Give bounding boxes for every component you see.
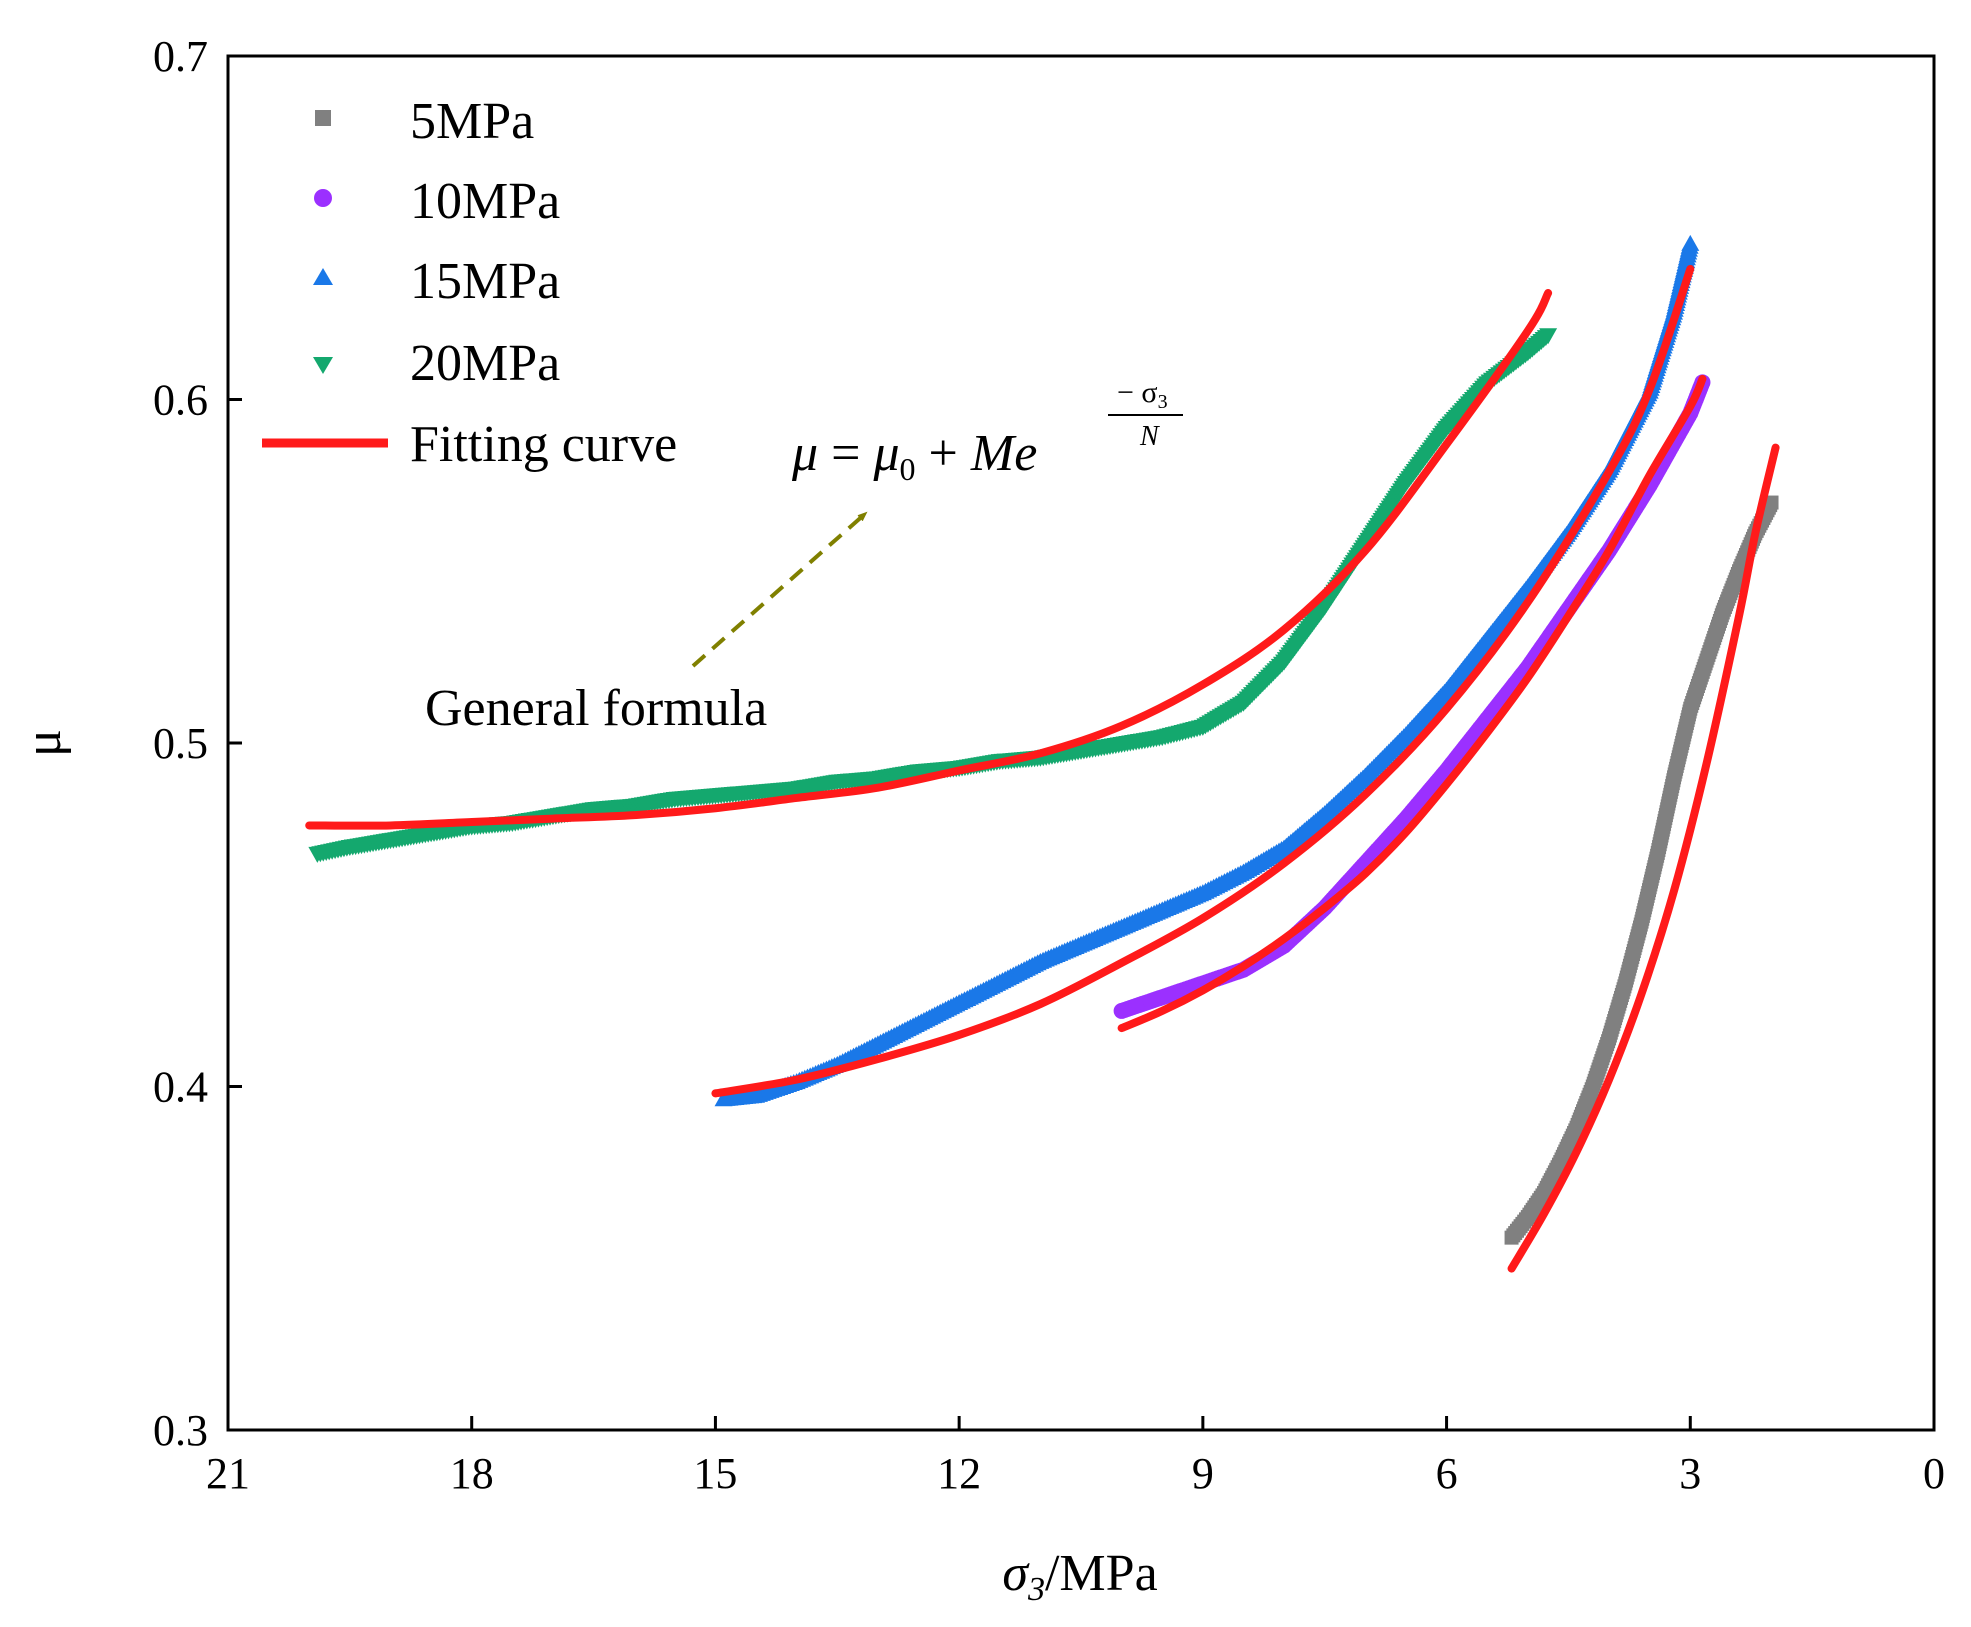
x-axis-title: σ3/MPa <box>1002 1545 1157 1608</box>
x-axis-title-subscript: 3 <box>1027 1571 1045 1608</box>
x-tick-label-3: 3 <box>1679 1449 1701 1498</box>
fit-20MPa-curve <box>305 289 1553 830</box>
legend-label-10mpa: 10MPa <box>410 173 560 230</box>
y-tick-label-0.4: 0.4 <box>153 1063 208 1112</box>
data-point-20MPa <box>1539 328 1558 345</box>
legend-marker-5mpa <box>315 110 331 126</box>
fit-10MPa-curve <box>1117 374 1707 1033</box>
x-tick-label-0: 0 <box>1923 1449 1945 1498</box>
x-axis-title-unit: /MPa <box>1045 1545 1158 1602</box>
formula-Me: Me <box>970 425 1037 482</box>
legend: 5MPa 10MPa 15MPa 20MPa Fitting curve <box>262 93 677 473</box>
formula-plus: + <box>916 425 971 482</box>
y-axis: 0.3 0.4 0.5 0.6 0.7 <box>153 32 242 1455</box>
x-axis-title-symbol: σ <box>1002 1545 1030 1602</box>
formula-eq: = <box>818 425 873 482</box>
y-tick-label-0.5: 0.5 <box>153 719 208 768</box>
x-tick-label-12: 12 <box>937 1449 981 1498</box>
annotation-general-formula: General formula <box>425 680 767 737</box>
legend-label-15mpa: 15MPa <box>410 253 560 310</box>
data-point-15MPa <box>1681 234 1700 251</box>
x-tick-label-18: 18 <box>450 1449 494 1498</box>
y-axis-title: μ <box>15 729 72 757</box>
legend-label-5mpa: 5MPa <box>410 93 534 150</box>
formula-mu: μ <box>791 425 818 482</box>
legend-label-fitting-curve: Fitting curve <box>410 416 677 473</box>
legend-label-20mpa: 20MPa <box>410 335 560 392</box>
y-tick-label-0.6: 0.6 <box>153 376 208 425</box>
formula-mu0: μ <box>872 425 899 482</box>
y-tick-label-0.7: 0.7 <box>153 32 208 81</box>
y-tick-label-0.3: 0.3 <box>153 1406 208 1455</box>
fit-5MPa-curve <box>1507 443 1780 1273</box>
legend-marker-10mpa <box>314 189 332 207</box>
x-tick-label-9: 9 <box>1192 1449 1214 1498</box>
legend-marker-20mpa <box>313 357 333 374</box>
formula-exp-denominator: N <box>1139 421 1160 452</box>
legend-marker-15mpa <box>313 268 333 285</box>
x-tick-label-6: 6 <box>1436 1449 1458 1498</box>
data-point-5MPa <box>1764 495 1779 510</box>
formula-exp-numerator: − σ3 <box>1117 376 1168 413</box>
fitting-curves-layer <box>305 264 1780 1273</box>
x-tick-label-21: 21 <box>206 1449 250 1498</box>
x-axis: 21 18 15 12 9 6 3 0 <box>206 1416 1945 1498</box>
x-tick-label-15: 15 <box>693 1449 737 1498</box>
annotation-arrow <box>691 511 868 668</box>
fit-15MPa-curve <box>711 264 1695 1098</box>
formula-mu0-sub: 0 <box>900 451 916 487</box>
formula-annotation: μ = μ0 + Me − σ3 N <box>791 376 1183 487</box>
formula-main: μ = μ0 + Me <box>791 425 1037 487</box>
